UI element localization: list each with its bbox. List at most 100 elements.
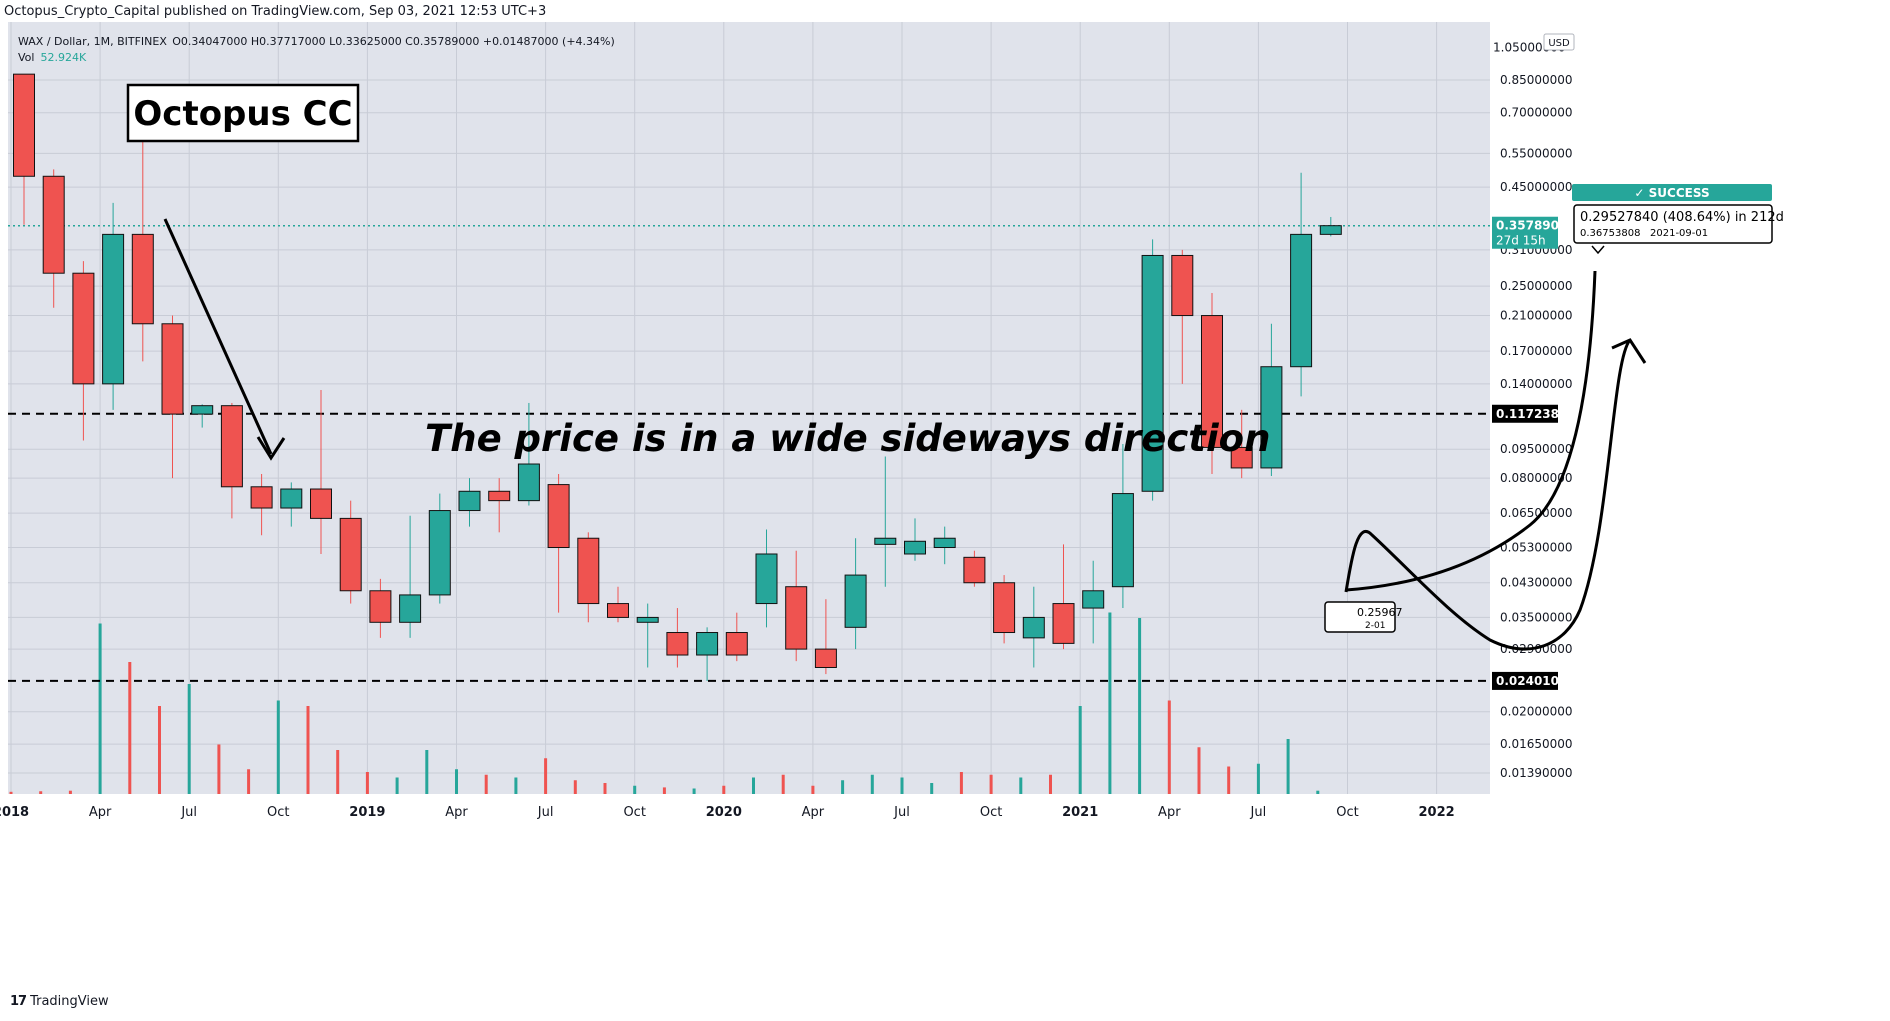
x-tick-label: 2020 — [706, 805, 742, 820]
x-tick-label: Oct — [267, 805, 289, 820]
candle-body — [250, 486, 273, 509]
volume-bar — [900, 777, 904, 794]
volume-bar — [395, 777, 399, 794]
x-tick-label: 2019 — [349, 805, 385, 820]
current-price-countdown: 27d 15h — [1496, 234, 1546, 248]
candle-body — [1260, 366, 1283, 469]
level-label-bg — [1492, 671, 1558, 690]
success-badge: ✓ SUCCESS — [1634, 186, 1709, 200]
logo-text: Octopus CC — [133, 94, 352, 134]
volume-bar — [1049, 774, 1052, 794]
candle-body — [280, 488, 303, 509]
x-tick-label: Jul — [893, 805, 910, 820]
volume-bar — [1256, 763, 1260, 794]
candle-body — [458, 490, 481, 512]
volume-legend: Vol 52.924K — [18, 51, 87, 64]
volume-bar — [514, 777, 518, 794]
y-tick-label: 0.14000000 — [1500, 377, 1573, 391]
y-tick-label: 0.55000000 — [1500, 146, 1573, 160]
volume-bar — [752, 777, 755, 794]
y-tick-label: 0.45000000 — [1500, 180, 1573, 194]
tradingview-logo-icon: 17 — [10, 994, 27, 1009]
volume-bar — [662, 787, 666, 794]
candle-body — [339, 517, 362, 592]
volume-bar — [306, 706, 310, 794]
candle-body — [577, 537, 600, 605]
candle-body — [904, 540, 926, 555]
candle-body — [933, 537, 956, 549]
x-tick-label: Oct — [1336, 805, 1358, 820]
candle-body — [72, 272, 95, 385]
candle-body — [1022, 616, 1045, 639]
candle-body — [696, 632, 719, 656]
volume-bar — [870, 774, 874, 794]
price-axis[interactable]: 1.050000000.850000000.700000000.55000000… — [1492, 40, 1576, 780]
volume-bar — [1197, 747, 1201, 794]
level-label-bg — [1492, 404, 1558, 423]
x-tick-label: Apr — [445, 805, 468, 820]
horizontal-levels — [8, 224, 1490, 682]
candle-body — [725, 632, 748, 656]
volume-bar — [841, 780, 845, 794]
x-tick-label: Apr — [1158, 805, 1181, 820]
volume-bar — [1227, 766, 1231, 794]
entry-price-label: 0.25967 2-01 — [1324, 601, 1403, 633]
volume-bar — [1167, 700, 1171, 794]
level-label: 0.02401055 — [1496, 674, 1576, 688]
candle-body — [607, 603, 629, 618]
candle-body — [161, 323, 184, 415]
volume-bar — [425, 750, 429, 794]
volume-bar — [336, 750, 340, 794]
volume-bar — [573, 780, 577, 794]
candles — [13, 73, 1342, 681]
volume-bar — [455, 769, 458, 794]
publisher-line: Octopus_Crypto_Capital published on Trad… — [4, 4, 547, 19]
x-tick-label: Apr — [802, 805, 825, 820]
candle-body — [399, 594, 422, 623]
svg-text:USD: USD — [1548, 38, 1570, 49]
volume-bar — [187, 684, 191, 794]
candle-body — [42, 175, 65, 274]
candle-body — [1052, 603, 1075, 644]
volume-bar — [68, 790, 72, 794]
y-tick-label: 0.85000000 — [1500, 73, 1573, 87]
x-tick-label: Oct — [980, 805, 1002, 820]
x-tick-label: Oct — [623, 805, 645, 820]
volume-bar — [217, 744, 221, 794]
candle-body — [1141, 254, 1164, 492]
tradingview-footer[interactable]: 17 TradingView — [10, 994, 109, 1009]
y-tick-label: 0.70000000 — [1500, 106, 1573, 120]
volume-bar — [989, 774, 993, 794]
y-tick-label: 0.01650000 — [1500, 737, 1573, 751]
volume-bar — [603, 783, 607, 794]
candle-body — [131, 233, 154, 325]
volume-bars — [9, 612, 1320, 794]
y-tick-label: 0.05300000 — [1500, 541, 1573, 555]
volume-bar — [959, 772, 963, 794]
y-tick-label: 0.03500000 — [1500, 610, 1573, 624]
candle-body — [488, 490, 511, 502]
y-tick-label: 0.09500000 — [1500, 442, 1573, 456]
symbol-line: WAX / Dollar, 1M, BITFINEX O0.34047000 H0… — [18, 35, 615, 48]
volume-bar — [1138, 618, 1142, 794]
cup-curve-drawing — [1344, 270, 1647, 651]
time-axis[interactable]: 2018 Apr Jul Oct 2019 Apr Jul Oct 2020 Apr Jul Oct 2… — [0, 805, 1455, 820]
volume-bar — [633, 785, 637, 794]
octopus-logo-box: Octopus CC — [126, 83, 360, 143]
candle-body — [191, 405, 214, 415]
y-tick-label: 0.25000000 — [1500, 279, 1573, 293]
volume-bar — [158, 706, 161, 794]
entry-price: 0.25967 — [1357, 606, 1403, 619]
candle-body — [1082, 590, 1105, 609]
candle-body — [220, 405, 243, 488]
volume-bar — [781, 774, 785, 794]
plot-background — [8, 22, 1490, 794]
currency-badge[interactable]: USD — [1543, 33, 1575, 51]
level-label: 0.11723859 — [1496, 407, 1576, 421]
volume-bar — [247, 769, 251, 794]
candle-body — [428, 510, 451, 596]
headline-annotation: The price is in a wide sideways directio… — [425, 417, 1270, 460]
volume-bar — [365, 772, 369, 794]
candle-body — [1290, 233, 1313, 368]
